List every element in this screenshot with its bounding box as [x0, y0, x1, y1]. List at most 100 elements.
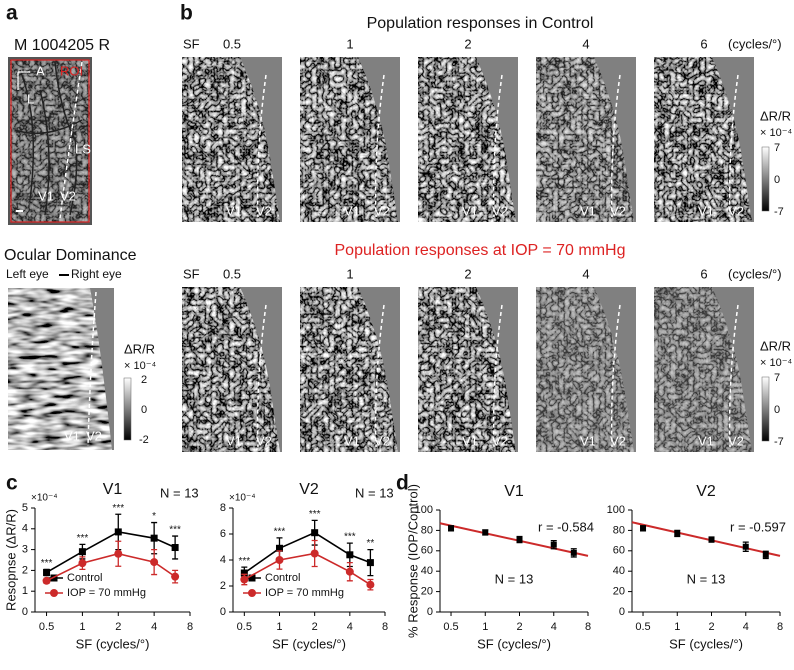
- sf-value: 2: [464, 266, 471, 281]
- colorbar-tick: -7: [774, 206, 784, 218]
- colorbar-tick: -2: [139, 434, 149, 446]
- area-label: V1: [38, 188, 54, 203]
- x-tick-label: 2: [708, 621, 714, 633]
- annotation: N = 13: [495, 571, 534, 586]
- series-line: [46, 552, 176, 582]
- x-axis-label: SF (cycles/°): [477, 636, 551, 651]
- marker: [482, 529, 489, 536]
- chart-title: V2: [299, 481, 319, 498]
- significance: *: [152, 511, 156, 522]
- significance: ***: [169, 525, 181, 536]
- marker: [516, 536, 523, 543]
- marker: [366, 580, 375, 589]
- sf-label: SF: [183, 36, 200, 51]
- y-tick-label: 2: [22, 564, 28, 576]
- area-label: V1: [462, 433, 478, 448]
- map-texture: [536, 287, 634, 452]
- marker: [114, 528, 122, 536]
- roi-label: ROI: [60, 63, 83, 78]
- y-tick-label: 100: [415, 504, 433, 516]
- area-label: V2: [86, 428, 102, 443]
- y-tick-label: 2: [220, 580, 226, 592]
- x-tick-label: 2: [312, 621, 318, 633]
- eye-label: Left eye: [6, 267, 49, 281]
- fit-line: [439, 522, 589, 557]
- marker: [366, 559, 374, 567]
- marker: [310, 549, 319, 558]
- x-tick-label: 4: [151, 621, 157, 633]
- y-tick-label: 100: [607, 504, 625, 516]
- area-label: V1: [344, 433, 360, 448]
- sf-value: 4: [582, 266, 589, 281]
- area-label: V2: [374, 433, 390, 448]
- marker: [42, 576, 51, 585]
- od-title: Ocular Dominance: [4, 247, 137, 264]
- map-texture: [536, 57, 634, 222]
- area-label: V2: [610, 433, 626, 448]
- panel-label: a: [6, 2, 18, 25]
- marker: [150, 558, 159, 567]
- marker: [674, 530, 681, 537]
- significance: ***: [344, 532, 356, 543]
- colorbar-label: ΔR/R: [124, 341, 155, 356]
- sf-value: 6: [700, 36, 707, 51]
- od-image: [8, 288, 114, 450]
- v1-v2-border: [374, 74, 385, 218]
- y-tick-label: 4: [22, 523, 28, 535]
- area-label: V2: [610, 203, 626, 218]
- y-tick-label: 40: [421, 565, 433, 577]
- legend-label: IOP = 70 mmHg: [67, 587, 146, 599]
- map-texture: [654, 57, 752, 222]
- axis-label: L: [27, 91, 34, 106]
- y-tick-label: 3: [22, 544, 28, 556]
- marker: [742, 543, 749, 550]
- vessel-image: [8, 57, 92, 225]
- map-texture: [182, 57, 280, 222]
- sf-unit: (cycles/°): [728, 266, 782, 281]
- marker: [43, 568, 51, 576]
- marker: [78, 559, 87, 568]
- legend-marker: [248, 574, 256, 582]
- area-label: V1: [698, 433, 714, 448]
- sf-value: 1: [346, 36, 353, 51]
- sf-value: 1: [346, 266, 353, 281]
- panel-label: d: [396, 472, 409, 495]
- area-label: V1: [344, 203, 360, 218]
- map-texture: [182, 287, 280, 452]
- y-axis-label: Resopnse (ΔR/R): [3, 509, 18, 611]
- marker: [171, 572, 180, 581]
- marker: [346, 551, 354, 559]
- y-tick-label: 5: [22, 502, 28, 514]
- colorbar-label: ΔR/R: [760, 108, 791, 123]
- area-label: V1: [698, 203, 714, 218]
- sf-value: 2: [464, 36, 471, 51]
- area-label: V2: [60, 188, 76, 203]
- v1-v2-border: [492, 304, 503, 448]
- panel-label: c: [6, 472, 18, 495]
- legend-label: IOP = 70 mmHg: [265, 587, 344, 599]
- eye-label: Right eye: [71, 267, 122, 281]
- y-tick-label: 8: [220, 502, 226, 514]
- x-tick-label: 8: [382, 621, 388, 633]
- x-tick-label: 0.5: [635, 621, 650, 633]
- marker: [240, 569, 248, 577]
- annotation: N = 13: [160, 485, 199, 500]
- significance: **: [367, 538, 375, 549]
- marker: [762, 551, 769, 558]
- x-tick-label: 2: [115, 621, 121, 633]
- x-tick-label: 1: [482, 621, 488, 633]
- y-tick-label: 20: [613, 586, 625, 598]
- colorbar: [761, 376, 770, 442]
- map-texture: [300, 57, 398, 222]
- marker: [171, 544, 179, 552]
- area-label: V1: [580, 203, 596, 218]
- v1-v2-border: [256, 74, 267, 218]
- chart-title: V2: [696, 483, 716, 500]
- map-texture: [418, 57, 516, 222]
- colorbar-tick: 2: [141, 374, 147, 386]
- marker: [448, 525, 455, 532]
- marker: [550, 541, 557, 548]
- marker: [275, 544, 283, 552]
- marker: [311, 529, 319, 537]
